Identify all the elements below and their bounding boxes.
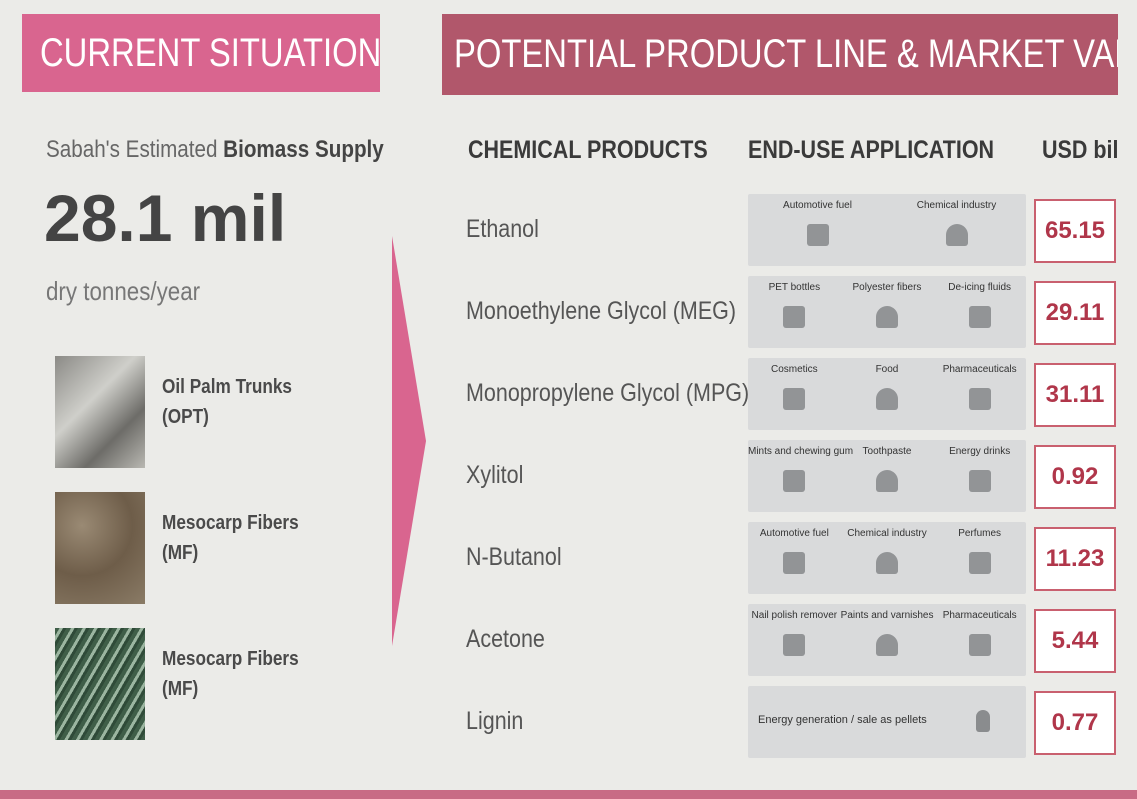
- application-icon: [783, 388, 805, 410]
- product-name: Monopropylene Glycol (MPG): [466, 379, 795, 408]
- application-icon: [969, 470, 991, 492]
- application-label: De-icing fluids: [933, 282, 1026, 293]
- application-icon: [976, 710, 990, 732]
- column-header: CHEMICAL PRODUCTS: [468, 136, 747, 165]
- market-value: 5.44: [1034, 609, 1116, 673]
- application-icon: [876, 470, 898, 492]
- product-name: Acetone: [466, 625, 558, 654]
- application-label: Perfumes: [933, 528, 1026, 539]
- item-name: Oil Palm Trunks: [162, 372, 292, 402]
- product-text: Lignin: [466, 707, 523, 736]
- market-value: 0.92: [1034, 445, 1116, 509]
- application-label: Toothpaste: [841, 446, 934, 457]
- application-icon: [783, 470, 805, 492]
- product-name: Monoethylene Glycol (MEG): [466, 297, 780, 326]
- application-label: Pharmaceuticals: [933, 364, 1026, 375]
- column-header: END-USE APPLICATION: [748, 136, 1034, 165]
- left-header: CURRENT SITUATION: [22, 14, 380, 92]
- column-header: USD bil: [1042, 136, 1131, 165]
- product-text: Monoethylene Glycol (MEG): [466, 297, 736, 326]
- market-value: 65.15: [1034, 199, 1116, 263]
- application-label: Mints and chewing gum: [748, 446, 841, 457]
- item-label: Mesocarp Fibers(MF): [162, 644, 321, 704]
- application-label: Cosmetics: [748, 364, 841, 375]
- bottom-bar: [0, 790, 1137, 799]
- application-icon: [783, 552, 805, 574]
- application-icon: [876, 552, 898, 574]
- column-header-text: USD bil: [1042, 136, 1118, 165]
- application-label: Paints and varnishes: [841, 610, 934, 621]
- application-label: Pharmaceuticals: [933, 610, 1026, 621]
- application-icon: [807, 224, 829, 246]
- application-icon: [783, 306, 805, 328]
- column-header-text: CHEMICAL PRODUCTS: [468, 136, 708, 165]
- supply-value: 28.1 mil: [44, 180, 286, 256]
- product-text: Monopropylene Glycol (MPG): [466, 379, 749, 408]
- application-icon: [969, 306, 991, 328]
- supply-unit: dry tonnes/year: [46, 276, 225, 307]
- product-text: Xylitol: [466, 461, 523, 490]
- application-icon: [969, 552, 991, 574]
- product-name: Lignin: [466, 707, 533, 736]
- application-label: Automotive fuel: [748, 528, 841, 539]
- product-name: Xylitol: [466, 461, 533, 490]
- market-value: 0.77: [1034, 691, 1116, 755]
- item-label: Oil Palm Trunks(OPT): [162, 372, 313, 432]
- application-icon: [969, 634, 991, 656]
- product-name: N-Butanol: [466, 543, 577, 572]
- column-header-text: END-USE APPLICATION: [748, 136, 994, 165]
- application-icon: [783, 634, 805, 656]
- supply-prefix: Sabah's Estimated: [46, 136, 217, 163]
- right-header: POTENTIAL PRODUCT LINE & MARKET VALUE: [442, 14, 1118, 95]
- product-text: N-Butanol: [466, 543, 562, 572]
- application-label: PET bottles: [748, 282, 841, 293]
- market-value: 11.23: [1034, 527, 1116, 591]
- item-abbr: (MF): [162, 674, 198, 704]
- application-label: Automotive fuel: [748, 200, 887, 211]
- supply-label: Sabah's Estimated Biomass Supply: [46, 136, 439, 164]
- application-icon: [876, 388, 898, 410]
- slide: { "current_situation": { "header": "CURR…: [0, 0, 1137, 799]
- thumbnail: [55, 356, 145, 468]
- product-text: Acetone: [466, 625, 545, 654]
- item-name: Mesocarp Fibers: [162, 508, 299, 538]
- application-icon: [876, 306, 898, 328]
- application-label: Chemical industry: [887, 200, 1026, 211]
- application-label: Chemical industry: [841, 528, 934, 539]
- application-icon: [876, 634, 898, 656]
- arrow-shape: [392, 236, 426, 646]
- application-box: Energy generation / sale as pellets: [748, 686, 1026, 758]
- application-icon: [946, 224, 968, 246]
- application-label: Food: [841, 364, 934, 375]
- market-value: 31.11: [1034, 363, 1116, 427]
- item-abbr: (MF): [162, 538, 198, 568]
- application-icon: [969, 388, 991, 410]
- application-label: Energy drinks: [933, 446, 1026, 457]
- left-header-text: CURRENT SITUATION: [40, 31, 380, 76]
- thumbnail: [55, 628, 145, 740]
- market-value: 29.11: [1034, 281, 1116, 345]
- item-name: Mesocarp Fibers: [162, 644, 299, 674]
- supply-emphasis: Biomass Supply: [223, 136, 384, 163]
- item-abbr: (OPT): [162, 402, 209, 432]
- product-name: Ethanol: [466, 215, 551, 244]
- right-header-text: POTENTIAL PRODUCT LINE & MARKET VALUE: [454, 32, 1118, 77]
- item-label: Mesocarp Fibers(MF): [162, 508, 321, 568]
- application-label: Polyester fibers: [841, 282, 934, 293]
- application-label: Energy generation / sale as pellets: [758, 714, 927, 726]
- product-text: Ethanol: [466, 215, 539, 244]
- thumbnail: [55, 492, 145, 604]
- supply-unit-text: dry tonnes/year: [46, 276, 200, 307]
- application-label: Nail polish remover: [748, 610, 841, 621]
- arrow: [388, 236, 430, 646]
